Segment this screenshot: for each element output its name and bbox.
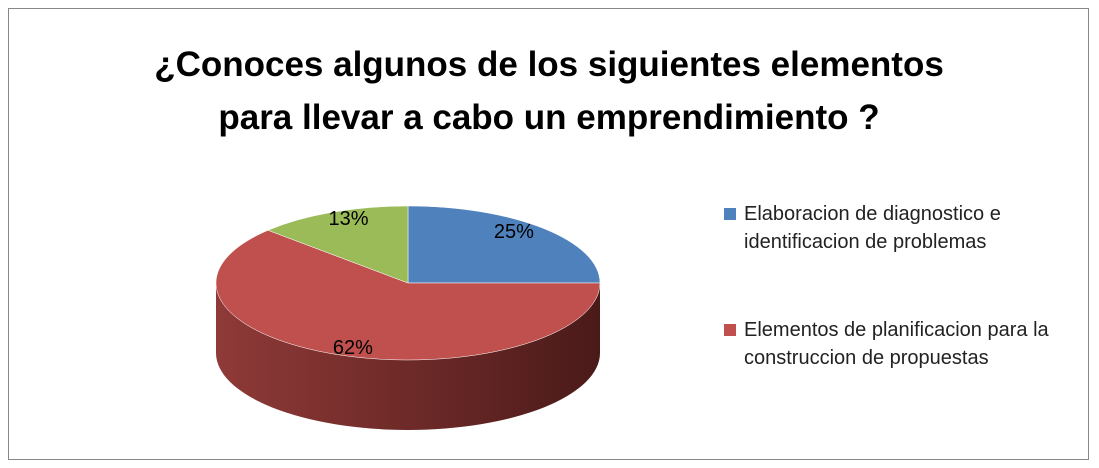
legend-label: Elaboracion de diagnostico e identificac…: [744, 203, 1001, 253]
data-label: 62%: [333, 337, 373, 359]
legend-swatch: [724, 208, 736, 220]
chart-title: ¿Conoces algunos de los siguientes eleme…: [154, 45, 944, 137]
legend-swatch: [724, 324, 736, 336]
data-label: 25%: [494, 221, 534, 243]
slice-side: [216, 283, 600, 430]
slice: [267, 205, 409, 284]
legend-label: Elementos de planificacion para la const…: [744, 319, 1049, 369]
slice: [407, 205, 601, 284]
chart-frame: [8, 8, 1089, 460]
data-label: 13%: [329, 208, 369, 230]
slice: [215, 230, 601, 361]
